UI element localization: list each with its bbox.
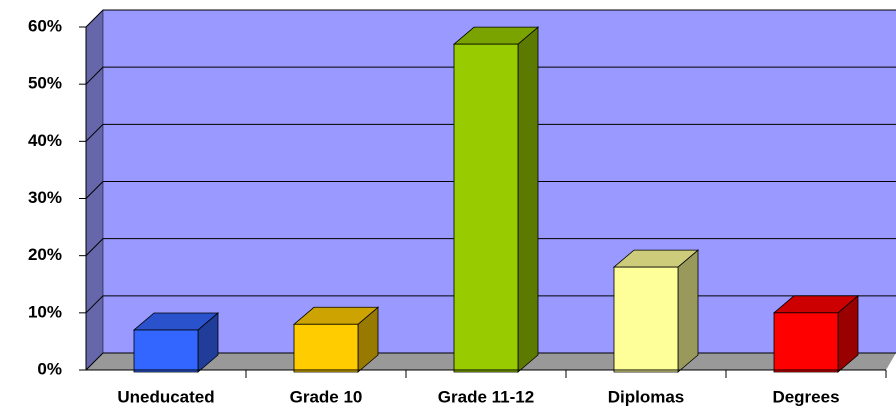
bar — [132, 312, 220, 373]
x-tick-label: Grade 11-12 — [438, 387, 534, 406]
y-tick-label: 10% — [28, 302, 62, 321]
bar-front — [293, 323, 359, 373]
bar-front — [133, 329, 199, 373]
y-tick-label: 30% — [28, 188, 62, 207]
grid-line — [85, 123, 896, 142]
bar — [452, 26, 540, 373]
grid-line — [85, 238, 896, 257]
bar-side — [517, 26, 539, 373]
x-tick-label: Grade 10 — [290, 387, 363, 406]
bar-front — [453, 43, 519, 373]
grid-line — [85, 9, 896, 28]
grid-line — [85, 66, 896, 85]
y-tick-label: 40% — [28, 131, 62, 150]
bar-side — [677, 249, 699, 373]
x-tick-label: Uneducated — [117, 387, 214, 406]
y-tick-label: 0% — [37, 359, 62, 378]
x-tick-label: Diplomas — [608, 387, 685, 406]
bar-front — [613, 266, 679, 373]
bar-front — [773, 312, 839, 373]
y-tick-label: 20% — [28, 245, 62, 264]
bar — [292, 306, 380, 373]
x-tick-label: Degrees — [772, 387, 839, 406]
y-tick-label: 50% — [28, 74, 62, 93]
grid-line — [85, 181, 896, 199]
bar — [612, 249, 700, 373]
bar — [772, 294, 860, 373]
y-tick-label: 60% — [28, 16, 62, 35]
